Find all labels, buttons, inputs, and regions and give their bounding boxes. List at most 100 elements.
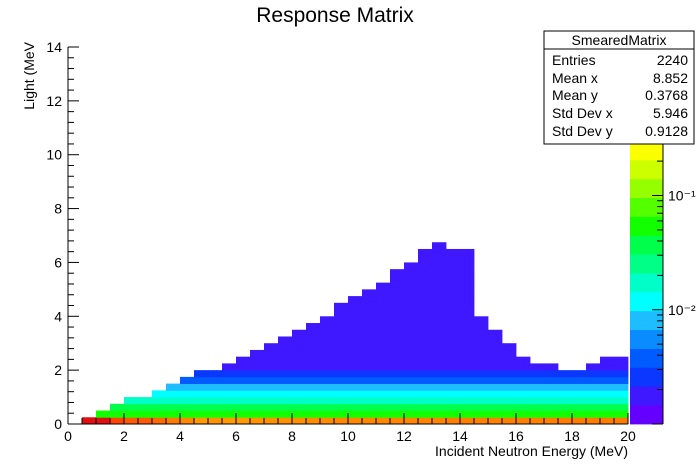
- heatmap-cell: [250, 403, 265, 411]
- heatmap-cell: [614, 356, 629, 364]
- heatmap-cell: [460, 269, 475, 277]
- heatmap-cell: [194, 376, 209, 385]
- heatmap-cell: [180, 383, 195, 391]
- colorbar-segment: [630, 386, 663, 406]
- heatmap-cell: [460, 316, 475, 324]
- heatmap-cell: [348, 316, 363, 324]
- heatmap-cell: [586, 363, 601, 371]
- heatmap-cell: [264, 349, 279, 358]
- heatmap-cell: [278, 383, 293, 391]
- x-tick-label: 20: [620, 428, 636, 444]
- heatmap-cell: [446, 329, 461, 337]
- heatmap-cell: [586, 370, 601, 378]
- heatmap-cell: [502, 356, 517, 364]
- heatmap-cell: [362, 329, 377, 337]
- heatmap-cell: [362, 309, 377, 317]
- heatmap-cell: [460, 309, 475, 317]
- heatmap-cell: [250, 363, 265, 371]
- heatmap-cell: [264, 376, 279, 385]
- heatmap-cell: [362, 302, 377, 310]
- heatmap-cell: [600, 370, 615, 378]
- heatmap-cell: [390, 417, 405, 425]
- heatmap-cell: [488, 363, 503, 371]
- heatmap-cell: [600, 410, 615, 418]
- heatmap-cell: [166, 383, 181, 391]
- heatmap-cell: [516, 390, 531, 398]
- heatmap-cell: [390, 323, 405, 331]
- heatmap-cell: [194, 390, 209, 398]
- heatmap-cell: [418, 282, 433, 290]
- y-tick-label: 10: [46, 147, 62, 163]
- heatmap-cell: [390, 289, 405, 297]
- heatmap-cell: [418, 417, 433, 425]
- heatmap-cell: [278, 370, 293, 378]
- heatmap-cell: [488, 356, 503, 364]
- heatmap-cell: [250, 410, 265, 418]
- heatmap-cell: [502, 370, 517, 378]
- heatmap-cell: [278, 376, 293, 385]
- heatmap-cell: [404, 343, 419, 351]
- heatmap-cell: [404, 363, 419, 371]
- heatmap-cell: [180, 376, 195, 385]
- heatmap-cell: [572, 410, 587, 418]
- heatmap-cell: [110, 417, 125, 425]
- heatmap-cell: [446, 390, 461, 398]
- heatmap-cell: [432, 296, 447, 304]
- heatmap-cell: [124, 417, 139, 425]
- heatmap-cell: [348, 383, 363, 391]
- heatmap-cell: [292, 363, 307, 371]
- heatmap-cell: [390, 282, 405, 290]
- heatmap-cell: [222, 383, 237, 391]
- heatmap-cell: [376, 282, 391, 290]
- heatmap-cell: [418, 262, 433, 270]
- heatmap-cell: [460, 275, 475, 284]
- heatmap-cell: [390, 370, 405, 378]
- heatmap-cell: [138, 410, 153, 418]
- heatmap-cell: [376, 309, 391, 317]
- y-axis-label: Light (MeV: [21, 41, 37, 109]
- heatmap-cell: [236, 417, 251, 425]
- heatmap-cell: [432, 275, 447, 284]
- heatmap-cell: [460, 417, 475, 425]
- heatmap-cell: [390, 410, 405, 418]
- heatmap-cell: [432, 329, 447, 337]
- heatmap-cell: [390, 356, 405, 364]
- heatmap-cell: [124, 410, 139, 418]
- heatmap-cell: [460, 343, 475, 351]
- heatmap-cell: [348, 349, 363, 358]
- heatmap-cell: [166, 417, 181, 425]
- heatmap-cell: [600, 363, 615, 371]
- heatmap-cell: [334, 329, 349, 337]
- heatmap-cell: [362, 363, 377, 371]
- heatmap-cell: [446, 248, 461, 257]
- heatmap-cell: [614, 417, 629, 425]
- heatmap-cell: [348, 329, 363, 337]
- heatmap-cell: [166, 390, 181, 398]
- heatmap-cell: [432, 363, 447, 371]
- heatmap-cell: [516, 397, 531, 405]
- stats-box-frame: [543, 30, 695, 145]
- heatmap-cell: [250, 356, 265, 364]
- heatmap-cell: [236, 370, 251, 378]
- heatmap-cell: [166, 410, 181, 418]
- heatmap-cell: [334, 397, 349, 405]
- heatmap-cell: [390, 349, 405, 358]
- heatmap-cell: [390, 316, 405, 324]
- heatmap-cell: [586, 390, 601, 398]
- heatmap-cell: [446, 323, 461, 331]
- colorbar-segment: [630, 405, 663, 425]
- heatmap-cell: [376, 316, 391, 324]
- y-tick-label: 8: [54, 201, 62, 217]
- heatmap-cell: [348, 410, 363, 418]
- heatmap-cell: [572, 403, 587, 411]
- heatmap-cell: [474, 349, 489, 358]
- colorbar-segment: [630, 310, 663, 331]
- heatmap-cell: [306, 323, 321, 331]
- y-tick-label: 12: [46, 93, 62, 109]
- heatmap-cell: [600, 397, 615, 405]
- heatmap-cell: [320, 397, 335, 405]
- heatmap-cell: [544, 390, 559, 398]
- heatmap-cell: [432, 356, 447, 364]
- heatmap-cell: [446, 417, 461, 425]
- heatmap-cell: [306, 403, 321, 411]
